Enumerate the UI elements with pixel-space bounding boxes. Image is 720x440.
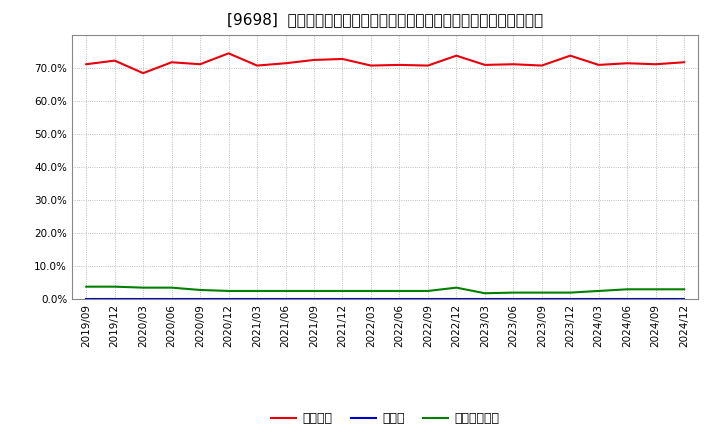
繰延税金資産 <box>509 290 518 295</box>
自己資本 <box>167 59 176 65</box>
のれん <box>566 297 575 302</box>
繰延税金資産 <box>480 291 489 296</box>
繰延税金資産 <box>595 288 603 293</box>
繰延税金資産 <box>225 288 233 293</box>
のれん <box>395 297 404 302</box>
のれん <box>225 297 233 302</box>
のれん <box>366 297 375 302</box>
のれん <box>253 297 261 302</box>
繰延税金資産 <box>139 285 148 290</box>
自己資本 <box>253 63 261 68</box>
のれん <box>196 297 204 302</box>
繰延税金資産 <box>566 290 575 295</box>
自己資本 <box>509 62 518 67</box>
のれん <box>282 297 290 302</box>
繰延税金資産 <box>310 288 318 293</box>
自己資本 <box>566 53 575 58</box>
Title: [9698]  自己資本、のれん、繰延税金資産の総資産に対する比率の推移: [9698] 自己資本、のれん、繰延税金資産の総資産に対する比率の推移 <box>227 12 544 27</box>
のれん <box>167 297 176 302</box>
のれん <box>509 297 518 302</box>
繰延税金資産 <box>652 287 660 292</box>
自己資本 <box>595 62 603 67</box>
Line: 自己資本: 自己資本 <box>86 53 684 73</box>
自己資本 <box>282 61 290 66</box>
のれん <box>652 297 660 302</box>
繰延税金資産 <box>395 288 404 293</box>
のれん <box>595 297 603 302</box>
繰延税金資産 <box>338 288 347 293</box>
繰延税金資産 <box>196 287 204 293</box>
のれん <box>139 297 148 302</box>
自己資本 <box>338 56 347 62</box>
繰延税金資産 <box>537 290 546 295</box>
のれん <box>82 297 91 302</box>
自己資本 <box>82 62 91 67</box>
繰延税金資産 <box>452 285 461 290</box>
自己資本 <box>196 62 204 67</box>
自己資本 <box>110 58 119 63</box>
Legend: 自己資本, のれん, 繰延税金資産: 自己資本, のれん, 繰延税金資産 <box>266 407 505 430</box>
自己資本 <box>366 63 375 68</box>
のれん <box>537 297 546 302</box>
繰延税金資産 <box>110 284 119 290</box>
のれん <box>623 297 631 302</box>
のれん <box>423 297 432 302</box>
繰延税金資産 <box>366 288 375 293</box>
Line: 繰延税金資産: 繰延税金資産 <box>86 287 684 293</box>
繰延税金資産 <box>253 288 261 293</box>
繰延税金資産 <box>167 285 176 290</box>
自己資本 <box>395 62 404 67</box>
繰延税金資産 <box>680 287 688 292</box>
自己資本 <box>452 53 461 58</box>
のれん <box>338 297 347 302</box>
のれん <box>452 297 461 302</box>
のれん <box>310 297 318 302</box>
自己資本 <box>537 63 546 68</box>
のれん <box>480 297 489 302</box>
繰延税金資産 <box>623 287 631 292</box>
自己資本 <box>623 61 631 66</box>
繰延税金資産 <box>282 288 290 293</box>
のれん <box>110 297 119 302</box>
繰延税金資産 <box>82 284 91 290</box>
自己資本 <box>480 62 489 67</box>
のれん <box>680 297 688 302</box>
自己資本 <box>652 62 660 67</box>
自己資本 <box>310 57 318 62</box>
繰延税金資産 <box>423 288 432 293</box>
自己資本 <box>139 70 148 76</box>
自己資本 <box>423 63 432 68</box>
自己資本 <box>225 51 233 56</box>
自己資本 <box>680 59 688 65</box>
